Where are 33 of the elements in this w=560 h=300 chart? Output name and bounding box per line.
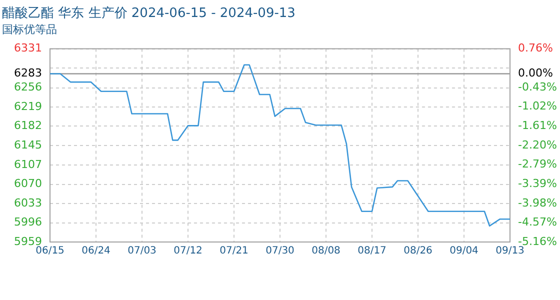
chart-title: 醋酸乙酯 华东 生产价 2024-06-15 - 2024-09-13	[2, 6, 296, 22]
x-tick-label: 08/17	[358, 246, 386, 257]
y-tick-label: 6033	[14, 196, 42, 210]
y2-tick-label: -0.43%	[518, 80, 557, 94]
x-tick-label: 08/08	[312, 246, 340, 257]
chart-subtitle: 国标优等品	[2, 23, 57, 36]
x-tick-label: 09/04	[450, 246, 478, 257]
y-tick-label: 5996	[14, 216, 42, 229]
x-tick-label: 06/15	[36, 246, 64, 257]
y2-tick-label: -3.98%	[518, 196, 557, 210]
x-tick-label: 07/12	[174, 246, 202, 257]
y-tick-label: 6331	[14, 42, 42, 55]
x-tick-label: 07/21	[220, 246, 248, 257]
y2-tick-label: 0.76%	[518, 42, 553, 55]
x-tick-label: 08/26	[404, 246, 432, 257]
y2-tick-label: -1.02%	[518, 100, 557, 113]
y-tick-label: 6145	[14, 138, 42, 152]
x-tick-label: 07/30	[266, 246, 294, 257]
y2-tick-label: -4.57%	[518, 216, 557, 229]
x-tick-label: 09/13	[496, 246, 524, 257]
y2-tick-label: -2.20%	[518, 138, 557, 152]
y-tick-label: 6182	[14, 119, 42, 132]
y-tick-label: 6070	[14, 177, 42, 190]
y2-tick-label: -2.79%	[518, 158, 557, 171]
y2-tick-label: -1.61%	[518, 119, 557, 132]
ref-line-label: 6283	[14, 66, 42, 80]
y-tick-label: 6256	[14, 80, 42, 94]
x-tick-label: 06/24	[82, 246, 110, 257]
x-tick-label: 07/03	[128, 246, 156, 257]
y2-tick-label: 0.00%	[518, 66, 553, 80]
y-tick-label: 6219	[14, 100, 42, 113]
y-tick-label: 6107	[14, 158, 42, 171]
y2-tick-label: -3.39%	[518, 177, 557, 190]
